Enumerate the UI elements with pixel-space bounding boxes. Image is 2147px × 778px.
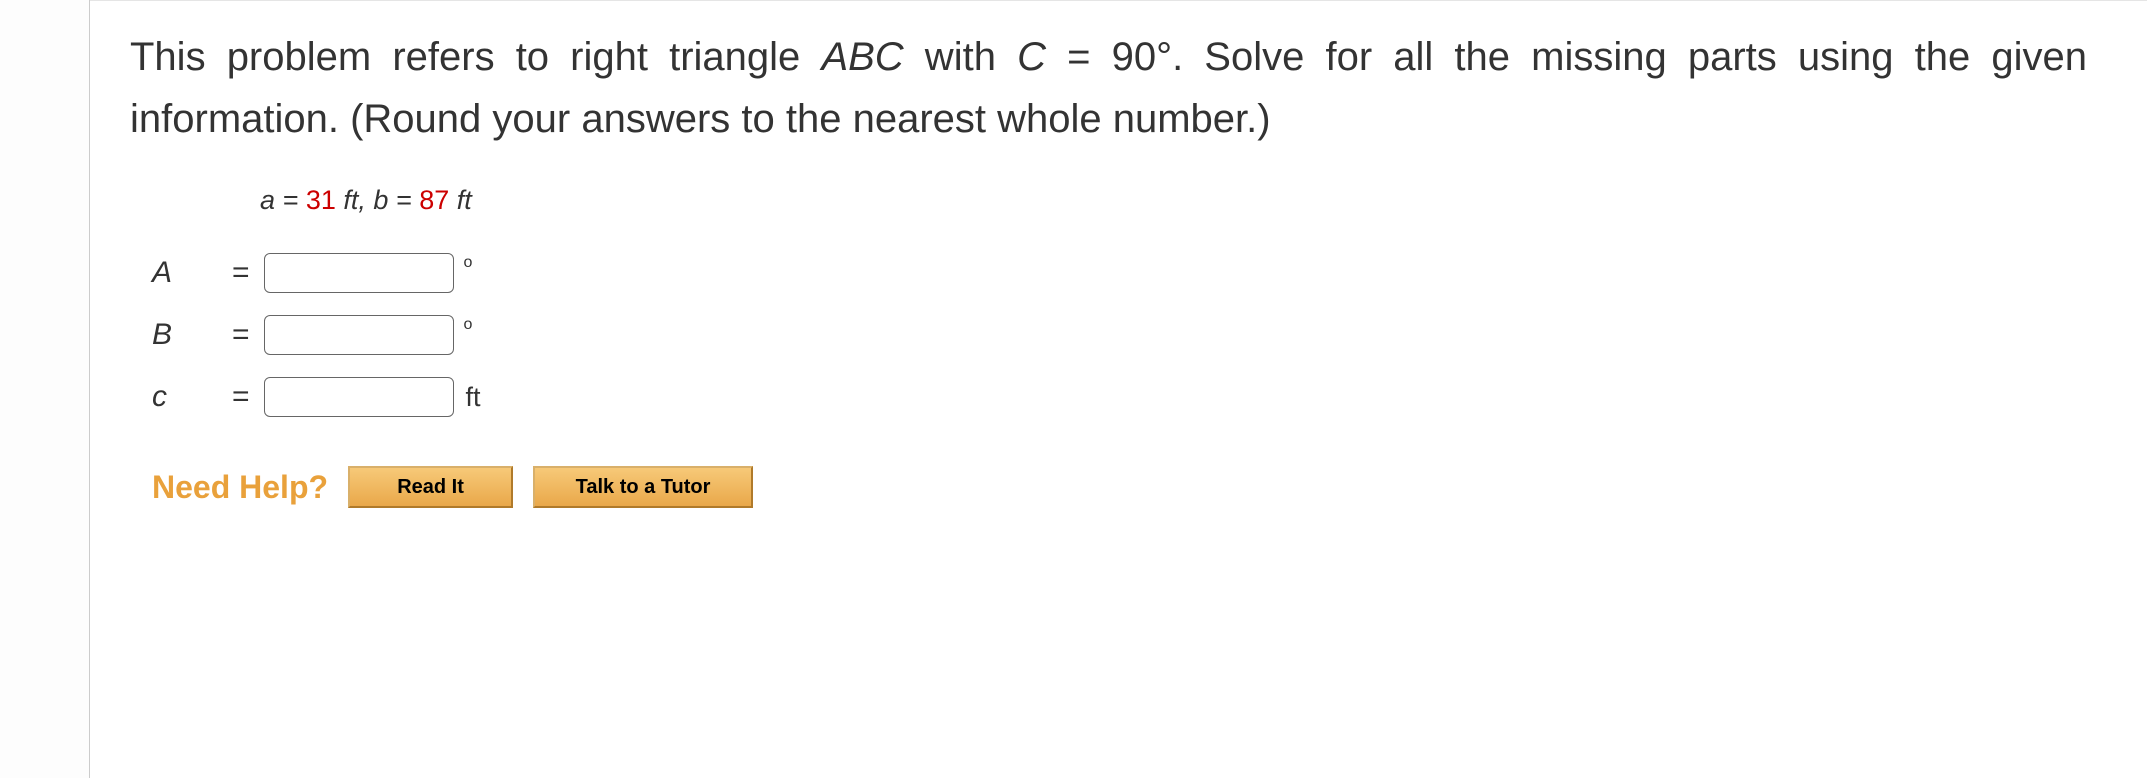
given-b-value: 87 bbox=[419, 185, 449, 215]
input-c[interactable] bbox=[264, 377, 454, 417]
unit-c: ft bbox=[466, 382, 481, 413]
help-row: Need Help? Read It Talk to a Tutor bbox=[152, 466, 2087, 508]
answer-row-A: A = o bbox=[152, 244, 2087, 302]
given-values: a = 31 ft, b = 87 ft bbox=[260, 185, 2087, 216]
input-B[interactable] bbox=[264, 315, 454, 355]
answer-row-B: B = o bbox=[152, 306, 2087, 364]
triangle-name: ABC bbox=[821, 35, 903, 79]
input-A[interactable] bbox=[264, 253, 454, 293]
given-b-unit: ft bbox=[449, 185, 472, 215]
eq-A: = bbox=[232, 256, 250, 290]
given-eq2: = bbox=[388, 185, 419, 215]
given-b-var: b bbox=[373, 185, 388, 215]
question-content: This problem refers to right triangle AB… bbox=[90, 0, 2147, 778]
given-a-unit: ft, bbox=[336, 185, 374, 215]
label-B: B bbox=[152, 318, 232, 352]
prompt-text-2: with bbox=[904, 35, 1017, 79]
unit-B: o bbox=[464, 316, 473, 334]
prompt-text-1: This problem refers to right triangle bbox=[130, 35, 821, 79]
need-help-label: Need Help? bbox=[152, 469, 328, 506]
eq-c: = bbox=[232, 380, 250, 414]
label-c: c bbox=[152, 380, 232, 414]
talk-to-tutor-button[interactable]: Talk to a Tutor bbox=[533, 466, 753, 508]
left-gutter bbox=[0, 0, 90, 778]
given-eq1: = bbox=[275, 185, 306, 215]
label-A: A bbox=[152, 256, 232, 290]
answer-row-c: c = ft bbox=[152, 368, 2087, 426]
given-a-var: a bbox=[260, 185, 275, 215]
eq-B: = bbox=[232, 318, 250, 352]
unit-A: o bbox=[464, 254, 473, 272]
given-a-value: 31 bbox=[306, 185, 336, 215]
question-prompt: This problem refers to right triangle AB… bbox=[130, 26, 2087, 150]
answer-inputs: A = o B = o c = ft bbox=[152, 244, 2087, 426]
read-it-button[interactable]: Read It bbox=[348, 466, 513, 508]
angle-C-var: C bbox=[1017, 35, 1046, 79]
